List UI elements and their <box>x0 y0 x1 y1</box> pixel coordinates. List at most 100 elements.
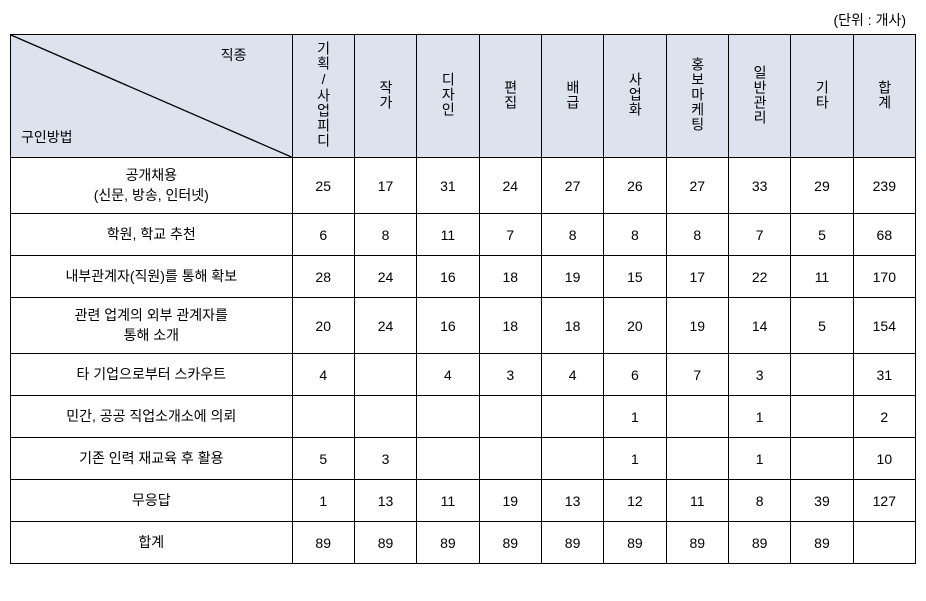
table-cell: 27 <box>666 158 728 214</box>
table-cell: 5 <box>292 438 354 480</box>
table-cell: 17 <box>354 158 416 214</box>
corner-bottom-label: 구인방법 <box>21 127 73 147</box>
table-cell: 14 <box>728 298 790 354</box>
table-cell: 89 <box>666 522 728 564</box>
table-cell <box>541 438 603 480</box>
table-cell <box>417 396 479 438</box>
table-cell: 11 <box>791 256 853 298</box>
table-cell: 89 <box>604 522 666 564</box>
column-label: 합계 <box>876 80 893 110</box>
table-cell: 239 <box>853 158 915 214</box>
table-cell: 4 <box>292 354 354 396</box>
table-cell <box>791 354 853 396</box>
table-cell: 31 <box>417 158 479 214</box>
table-cell: 18 <box>479 256 541 298</box>
table-cell: 68 <box>853 214 915 256</box>
table-cell: 170 <box>853 256 915 298</box>
row-label: 기존 인력 재교육 후 활용 <box>11 438 293 480</box>
table-cell: 89 <box>479 522 541 564</box>
table-cell <box>354 354 416 396</box>
row-label: 합계 <box>11 522 293 564</box>
column-header: 사업화 <box>604 35 666 158</box>
table-cell <box>666 438 728 480</box>
table-cell: 20 <box>292 298 354 354</box>
table-cell: 8 <box>666 214 728 256</box>
table-cell: 8 <box>354 214 416 256</box>
table-cell <box>479 396 541 438</box>
table-row: 내부관계자(직원)를 통해 확보282416181915172211170 <box>11 256 916 298</box>
table-cell: 18 <box>541 298 603 354</box>
table-cell: 18 <box>479 298 541 354</box>
row-label: 학원, 학교 추천 <box>11 214 293 256</box>
table-cell: 154 <box>853 298 915 354</box>
table-cell: 25 <box>292 158 354 214</box>
table-cell: 19 <box>666 298 728 354</box>
column-header: 합계 <box>853 35 915 158</box>
table-cell <box>853 522 915 564</box>
table-cell: 33 <box>728 158 790 214</box>
table-cell <box>417 438 479 480</box>
column-label: 편집 <box>502 80 519 110</box>
row-label: 관련 업계의 외부 관계자를통해 소개 <box>11 298 293 354</box>
table-cell: 16 <box>417 298 479 354</box>
table-cell: 39 <box>791 480 853 522</box>
table-cell: 8 <box>604 214 666 256</box>
table-cell: 11 <box>417 214 479 256</box>
table-cell: 7 <box>728 214 790 256</box>
table-cell: 19 <box>479 480 541 522</box>
table-cell: 24 <box>354 298 416 354</box>
table-cell: 17 <box>666 256 728 298</box>
table-body: 공개채용(신문, 방송, 인터넷)251731242726273329239학원… <box>11 158 916 564</box>
column-label: 배급 <box>564 80 581 110</box>
table-cell <box>354 396 416 438</box>
table-cell <box>541 396 603 438</box>
table-cell: 16 <box>417 256 479 298</box>
table-cell: 127 <box>853 480 915 522</box>
column-header: 기획/사업피디 <box>292 35 354 158</box>
column-label: 기타 <box>814 80 831 110</box>
table-cell: 1 <box>728 438 790 480</box>
table-cell: 24 <box>354 256 416 298</box>
table-cell: 1 <box>292 480 354 522</box>
table-cell: 11 <box>417 480 479 522</box>
table-cell: 8 <box>541 214 603 256</box>
table-cell: 12 <box>604 480 666 522</box>
column-header: 배급 <box>541 35 603 158</box>
column-label: 홍보마케팅 <box>689 57 706 132</box>
table-cell: 89 <box>292 522 354 564</box>
table-cell: 1 <box>604 438 666 480</box>
column-header: 홍보마케팅 <box>666 35 728 158</box>
table-cell: 31 <box>853 354 915 396</box>
column-header: 편집 <box>479 35 541 158</box>
table-cell: 6 <box>604 354 666 396</box>
column-header: 일반관리 <box>728 35 790 158</box>
table-cell: 89 <box>354 522 416 564</box>
table-row: 무응답1131119131211839127 <box>11 480 916 522</box>
table-cell: 6 <box>292 214 354 256</box>
table-cell: 8 <box>728 480 790 522</box>
table-cell: 2 <box>853 396 915 438</box>
table-cell: 3 <box>728 354 790 396</box>
table-cell: 5 <box>791 298 853 354</box>
table-cell: 10 <box>853 438 915 480</box>
table-cell: 4 <box>417 354 479 396</box>
table-cell: 29 <box>791 158 853 214</box>
column-label: 일반관리 <box>751 65 768 125</box>
table-row: 공개채용(신문, 방송, 인터넷)251731242726273329239 <box>11 158 916 214</box>
table-cell: 1 <box>604 396 666 438</box>
table-cell: 89 <box>791 522 853 564</box>
table-cell: 1 <box>728 396 790 438</box>
table-cell <box>479 438 541 480</box>
column-header: 작가 <box>354 35 416 158</box>
header-row: 직종 구인방법 기획/사업피디 작가 디자인 편집 배급 사업화 홍보마케팅 일… <box>11 35 916 158</box>
row-label: 무응답 <box>11 480 293 522</box>
table-cell: 7 <box>666 354 728 396</box>
table-cell <box>292 396 354 438</box>
table-row: 민간, 공공 직업소개소에 의뢰112 <box>11 396 916 438</box>
table-cell <box>791 396 853 438</box>
table-cell: 13 <box>354 480 416 522</box>
corner-header: 직종 구인방법 <box>11 35 293 158</box>
table-cell: 7 <box>479 214 541 256</box>
column-label: 사업화 <box>627 72 644 117</box>
table-row: 타 기업으로부터 스카우트443467331 <box>11 354 916 396</box>
